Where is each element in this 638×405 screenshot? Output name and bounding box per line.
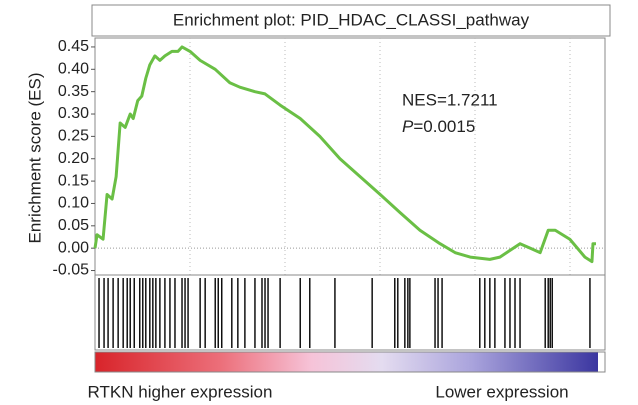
y-axis-label: Enrichment score (ES) xyxy=(25,73,44,244)
nes-annotation: NES=1.7211 xyxy=(402,90,498,109)
p-value: =0.0015 xyxy=(413,117,475,136)
y-tick-label: 0.00 xyxy=(58,239,89,256)
title-box xyxy=(91,4,611,37)
x-dotted-grid xyxy=(189,38,571,275)
y-tick-label: 0.30 xyxy=(58,105,89,122)
y-tick-label: 0.45 xyxy=(58,38,89,55)
y-tick-label: 0.40 xyxy=(58,61,89,78)
left-label: RTKN higher expression xyxy=(88,382,273,401)
p-annotation: P=0.0015 xyxy=(402,117,475,136)
y-tick-label: 0.20 xyxy=(58,150,89,167)
chart-title: Enrichment plot: PID_HDAC_CLASSI_pathway xyxy=(173,10,530,29)
right-label: Lower expression xyxy=(435,382,568,401)
hits-frame xyxy=(94,274,606,351)
gradient-frame xyxy=(94,351,606,373)
plot-frame xyxy=(94,37,606,276)
y-tick-label: 0.15 xyxy=(58,172,89,189)
y-tick-label: 0.10 xyxy=(58,195,89,212)
y-tick-label: 0.35 xyxy=(58,83,89,100)
y-tick-label: 0.25 xyxy=(58,128,89,145)
y-tick-label: 0.05 xyxy=(58,217,89,234)
p-symbol: P xyxy=(402,117,414,136)
rank-gradient xyxy=(95,352,598,372)
es-curve xyxy=(93,45,596,264)
y-tick-label: -0.05 xyxy=(53,262,90,279)
